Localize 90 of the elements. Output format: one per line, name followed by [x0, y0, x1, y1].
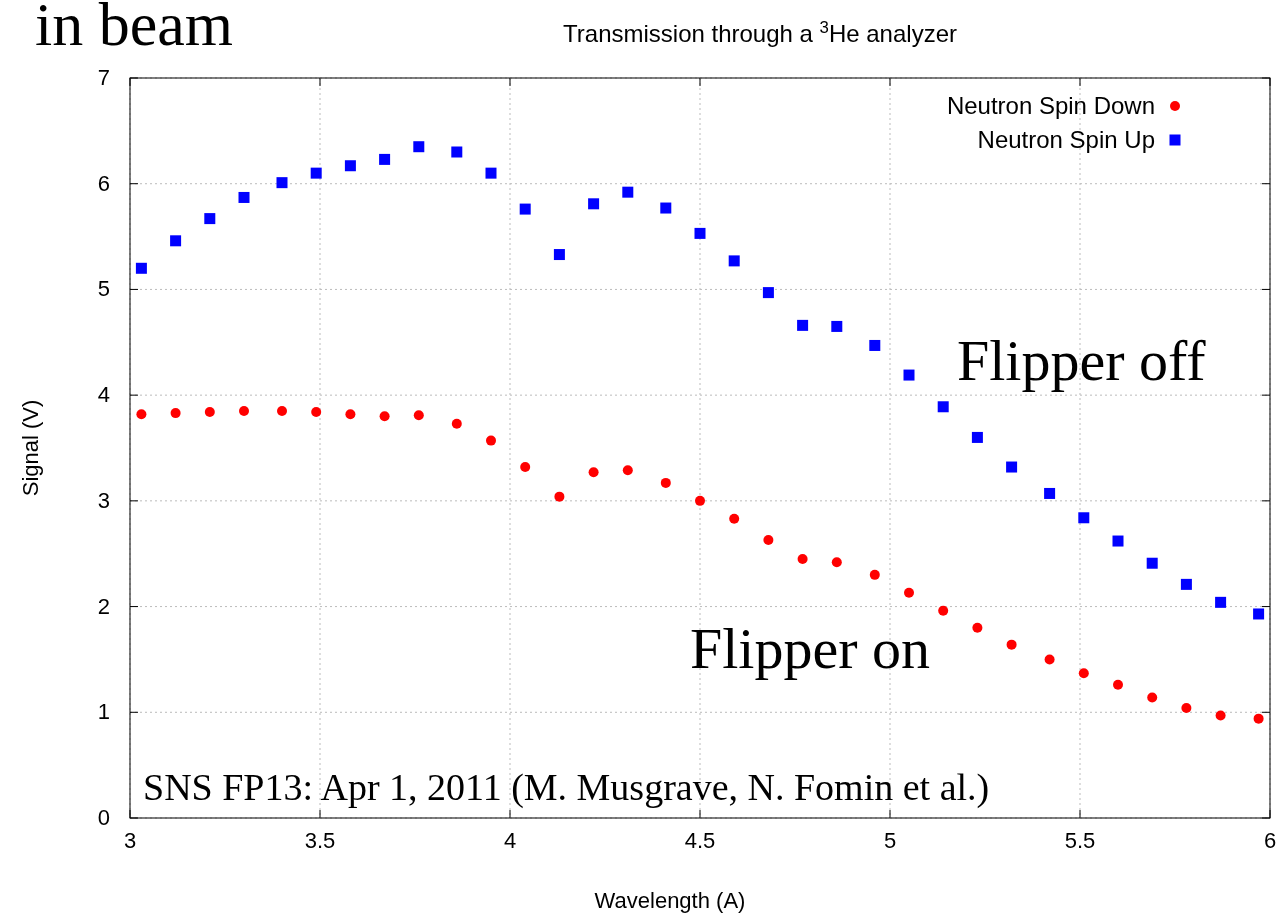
point — [1044, 487, 1056, 499]
point — [204, 407, 215, 418]
point — [310, 167, 322, 179]
y-tick-label: 6 — [97, 170, 110, 196]
annotation: Flipper on — [690, 616, 931, 681]
point — [413, 141, 425, 153]
x-tick-label: 3.5 — [304, 828, 336, 853]
point — [729, 513, 740, 524]
point — [1078, 512, 1090, 524]
point — [1078, 668, 1089, 679]
point — [1253, 713, 1264, 724]
point — [797, 319, 809, 331]
point — [622, 465, 633, 476]
point — [937, 401, 949, 413]
y-axis-title: Signal (V) — [18, 399, 43, 497]
point — [660, 477, 671, 488]
point — [413, 410, 424, 421]
legend-entry: Neutron Spin Down — [946, 92, 1180, 119]
point — [588, 198, 600, 210]
point — [1180, 578, 1192, 590]
point — [311, 407, 322, 418]
y-tick-label: 5 — [97, 276, 110, 302]
point — [486, 435, 496, 446]
point — [904, 587, 914, 598]
point — [1215, 596, 1227, 608]
point — [1181, 703, 1192, 714]
point — [345, 409, 356, 420]
point — [694, 227, 706, 239]
point — [831, 557, 842, 568]
point — [728, 255, 740, 267]
x-tick-label: 4 — [503, 828, 517, 853]
point — [1215, 710, 1226, 721]
x-tick-label: 5 — [883, 828, 897, 853]
point — [554, 491, 565, 502]
point — [1112, 535, 1124, 547]
point — [553, 249, 565, 261]
point — [136, 409, 147, 420]
point — [1044, 654, 1055, 665]
point — [1113, 679, 1123, 690]
y-tick-label: 7 — [97, 65, 110, 90]
point — [170, 408, 181, 419]
point — [170, 235, 182, 247]
point — [277, 406, 287, 416]
point — [972, 622, 983, 633]
annotation: SNS FP13: Apr 1, 2011 (M. Musgrave, N. Fomin et al.) — [143, 766, 990, 809]
point — [238, 191, 250, 203]
point — [451, 418, 462, 429]
y-tick-label: 3 — [97, 487, 110, 513]
x-tick-label: 4.5 — [684, 828, 716, 853]
point — [695, 495, 705, 506]
point — [519, 203, 531, 215]
y-tick-label: 1 — [97, 699, 110, 725]
chart-title: Transmission through a $^{3}$He analyzer — [563, 17, 957, 47]
point — [239, 406, 249, 416]
point — [831, 320, 843, 332]
y-tick-label: 0 — [97, 805, 110, 830]
text: in beam — [35, 0, 233, 58]
x-tick-label: 3 — [123, 828, 137, 853]
point — [588, 467, 599, 478]
point — [869, 569, 880, 580]
point — [938, 605, 949, 616]
point — [797, 554, 808, 564]
point — [276, 177, 288, 189]
point — [451, 146, 463, 158]
legend-entry: Neutron Spin Up — [977, 126, 1181, 153]
point — [1253, 608, 1265, 620]
point — [485, 167, 497, 179]
x-tick-label: 5.5 — [1064, 828, 1096, 853]
point — [379, 411, 390, 422]
point — [204, 213, 216, 225]
point — [903, 369, 915, 381]
point — [763, 534, 774, 545]
point — [1006, 461, 1018, 473]
point — [520, 462, 531, 473]
x-tick-label: 6 — [1263, 828, 1277, 853]
y-tick-label: 2 — [97, 593, 110, 619]
point — [869, 339, 881, 351]
point — [1147, 692, 1158, 703]
point — [1006, 639, 1017, 650]
point — [1146, 557, 1158, 569]
point — [971, 431, 983, 443]
y-tick-label: 4 — [97, 382, 110, 408]
point — [622, 186, 634, 198]
x-axis-title: Wavelength (A) — [594, 888, 746, 913]
annotation: Flipper off — [957, 328, 1207, 393]
point — [660, 202, 672, 214]
point — [135, 262, 147, 274]
point — [379, 153, 391, 165]
point — [344, 160, 356, 172]
point — [762, 287, 774, 299]
